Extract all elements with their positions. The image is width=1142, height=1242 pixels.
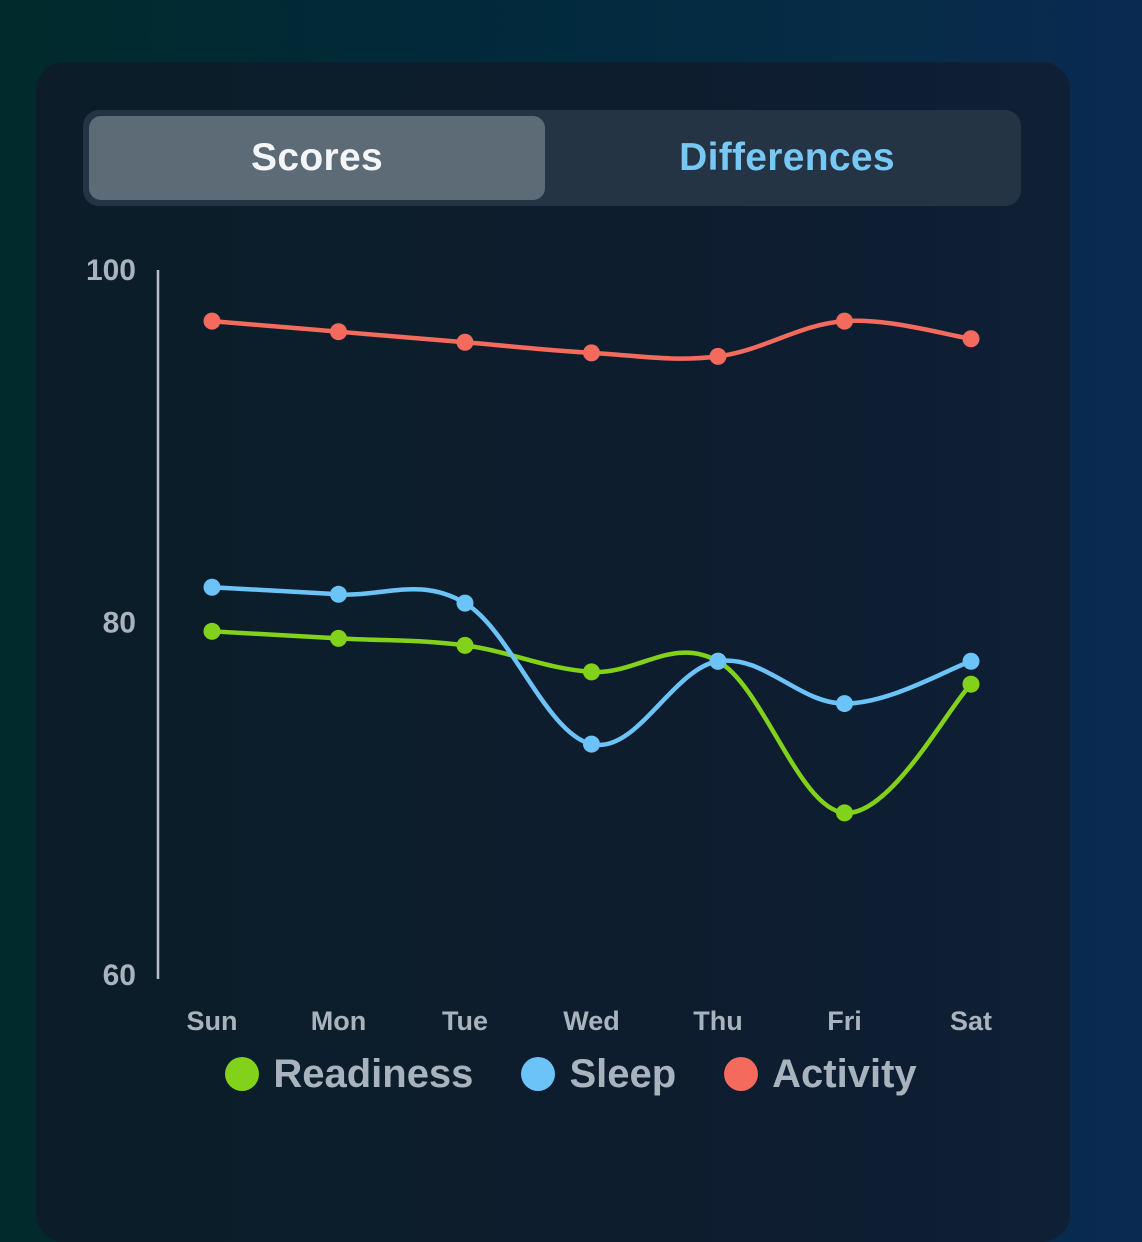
data-point-activity-thu — [709, 347, 727, 365]
segmented-control: Scores Differences — [83, 110, 1021, 206]
data-point-sleep-sun — [203, 578, 221, 596]
data-point-sleep-wed — [583, 735, 600, 753]
x-tick-label-wed: Wed — [563, 1006, 620, 1036]
data-point-sleep-fri — [836, 695, 853, 713]
data-point-readiness-tue — [456, 636, 474, 654]
y-tick-label-60: 60 — [103, 959, 136, 992]
x-tick-label-sat: Sat — [950, 1006, 992, 1036]
chart-card: Scores Differences — [36, 62, 1070, 1242]
y-tick-label-100: 100 — [86, 254, 136, 287]
x-tick-label-mon: Mon — [311, 1006, 366, 1036]
data-point-readiness-mon — [330, 629, 347, 647]
legend-label-activity: Activity — [772, 1051, 917, 1096]
legend-dot-readiness — [225, 1057, 260, 1091]
data-point-activity-fri — [836, 312, 853, 330]
data-point-sleep-mon — [330, 585, 347, 603]
x-tick-label-thu: Thu — [693, 1006, 742, 1036]
data-point-activity-wed — [583, 344, 600, 362]
legend-item-readiness: Readiness — [225, 1052, 473, 1097]
chart-legend: Readiness Sleep Activity — [0, 1046, 1142, 1102]
tab-differences[interactable]: Differences — [679, 136, 895, 179]
series-line-readiness — [209, 629, 974, 816]
data-point-activity-sun — [203, 312, 221, 330]
legend-item-sleep: Sleep — [521, 1052, 676, 1097]
data-point-sleep-sat — [962, 652, 980, 670]
x-tick-label-sun: Sun — [187, 1006, 238, 1036]
data-point-readiness-wed — [583, 663, 600, 681]
y-tick-label-80: 80 — [103, 607, 136, 640]
line-chart: 100 80 60 Sun Mon Tue Wed Thu Fri Sat — [86, 254, 992, 1036]
legend-dot-activity — [724, 1057, 759, 1091]
data-point-readiness-fri — [836, 804, 853, 822]
x-tick-label-fri: Fri — [827, 1006, 862, 1036]
legend-label-readiness: Readiness — [273, 1051, 474, 1096]
data-point-activity-mon — [330, 323, 347, 341]
legend-item-activity: Activity — [724, 1052, 917, 1097]
data-point-sleep-thu — [709, 652, 727, 670]
tab-scores[interactable]: Scores — [89, 116, 545, 200]
data-point-readiness-sat — [962, 675, 980, 693]
data-point-sleep-tue — [456, 594, 474, 612]
legend-label-sleep: Sleep — [569, 1051, 677, 1096]
legend-dot-sleep — [521, 1057, 556, 1091]
data-point-activity-sat — [962, 330, 980, 348]
data-point-readiness-sun — [203, 622, 221, 640]
data-point-activity-tue — [456, 333, 474, 351]
x-tick-label-tue: Tue — [442, 1006, 488, 1036]
